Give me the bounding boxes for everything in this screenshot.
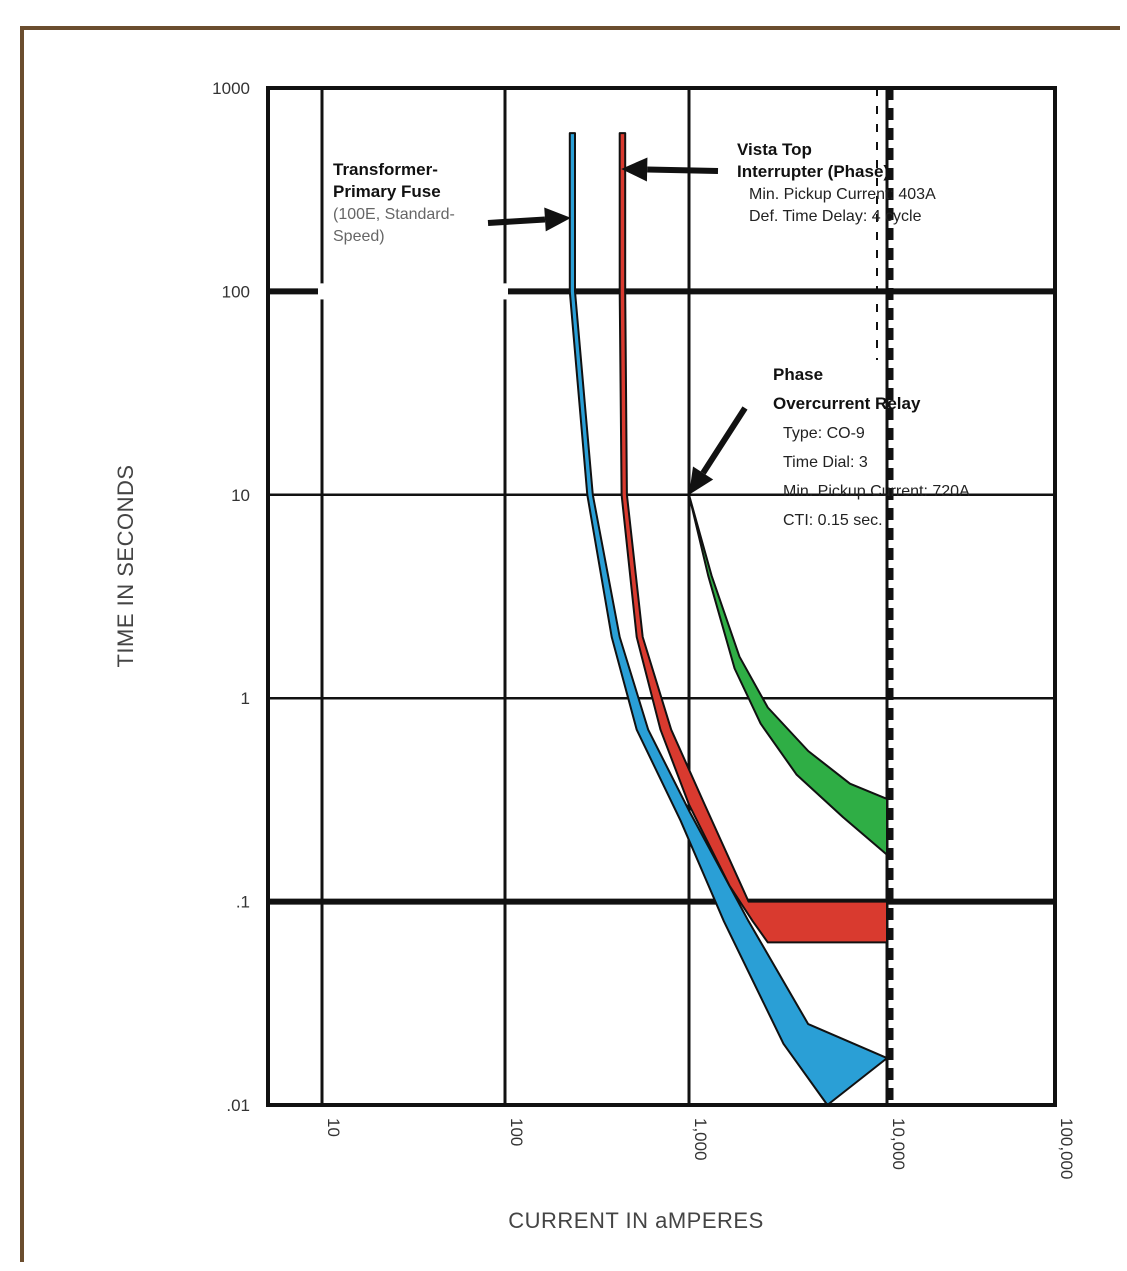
- x-tick-labels: 10 100 1,000 10,000 100,000: [324, 1118, 1076, 1179]
- plot-border: [266, 86, 1057, 1107]
- annotation-arrow-shaft: [647, 166, 719, 174]
- x-tick-label: 100: [507, 1118, 526, 1146]
- y-tick-label: 10: [231, 486, 250, 505]
- y-tick-label: 1000: [212, 79, 250, 98]
- y-tick-label: 100: [222, 282, 250, 301]
- y-tick-label: .01: [226, 1096, 250, 1115]
- grid-gap: [318, 283, 508, 300]
- grid: [268, 88, 1055, 1105]
- annotation-line: Type: CO-9: [783, 425, 865, 442]
- annotation-line: Vista Top: [737, 140, 812, 159]
- y-tick-label: 1: [241, 689, 250, 708]
- plot-area: [268, 88, 1055, 1105]
- y-axis-title: TIME IN SECONDS: [113, 464, 138, 667]
- annotation-arrow-head: [544, 207, 571, 232]
- annotation-line: Interrupter (Phase): [737, 162, 889, 181]
- annotation-line: Min. Pickup Current: 720A: [783, 483, 970, 500]
- annotation-arrow-head: [689, 466, 714, 495]
- annotation-line: Speed): [333, 228, 385, 245]
- annotation-line: Phase: [773, 365, 823, 384]
- annotation-line: CTI: 0.15 sec.: [783, 512, 883, 529]
- x-tick-label: 100,000: [1057, 1118, 1076, 1179]
- annotation-line: Time Dial: 3: [783, 454, 868, 471]
- annotation-line: (100E, Standard-: [333, 206, 455, 223]
- annotation-line: Def. Time Delay: 4 cycle: [749, 208, 922, 225]
- annotations: Transformer- Primary Fuse (100E, Standard-…: [333, 140, 970, 529]
- x-tick-label: 10,000: [889, 1118, 908, 1170]
- curve-band-2: [618, 132, 888, 944]
- x-axis-title: CURRENT IN aMPERES: [508, 1208, 764, 1233]
- annotation-1: Transformer- Primary Fuse (100E, Standard-…: [333, 160, 571, 245]
- annotation-2: Vista Top Interrupter (Phase) Min. Pickup …: [621, 140, 936, 225]
- annotation-arrow-shaft: [700, 406, 748, 475]
- curve-band-3: [688, 493, 888, 856]
- y-tick-label: .1: [236, 893, 250, 912]
- annotation-arrow-shaft: [487, 216, 546, 226]
- annotation-line: Transformer-: [333, 160, 438, 179]
- annotation-line: Overcurrent Relay: [773, 394, 921, 413]
- x-tick-label: 10: [324, 1118, 343, 1137]
- y-tick-labels: 1000 100 10 1 .1 .01: [212, 79, 250, 1115]
- annotation-arrow-head: [621, 157, 648, 182]
- dashed-marker: [876, 88, 894, 1105]
- page-border: [20, 26, 1120, 1262]
- annotation-line: Min. Pickup Current: 403A: [749, 186, 936, 203]
- annotation-3: Phase Overcurrent Relay Type: CO-9 Time Dia…: [689, 365, 970, 529]
- x-tick-label: 1,000: [691, 1118, 710, 1161]
- annotation-line: Primary Fuse: [333, 182, 441, 201]
